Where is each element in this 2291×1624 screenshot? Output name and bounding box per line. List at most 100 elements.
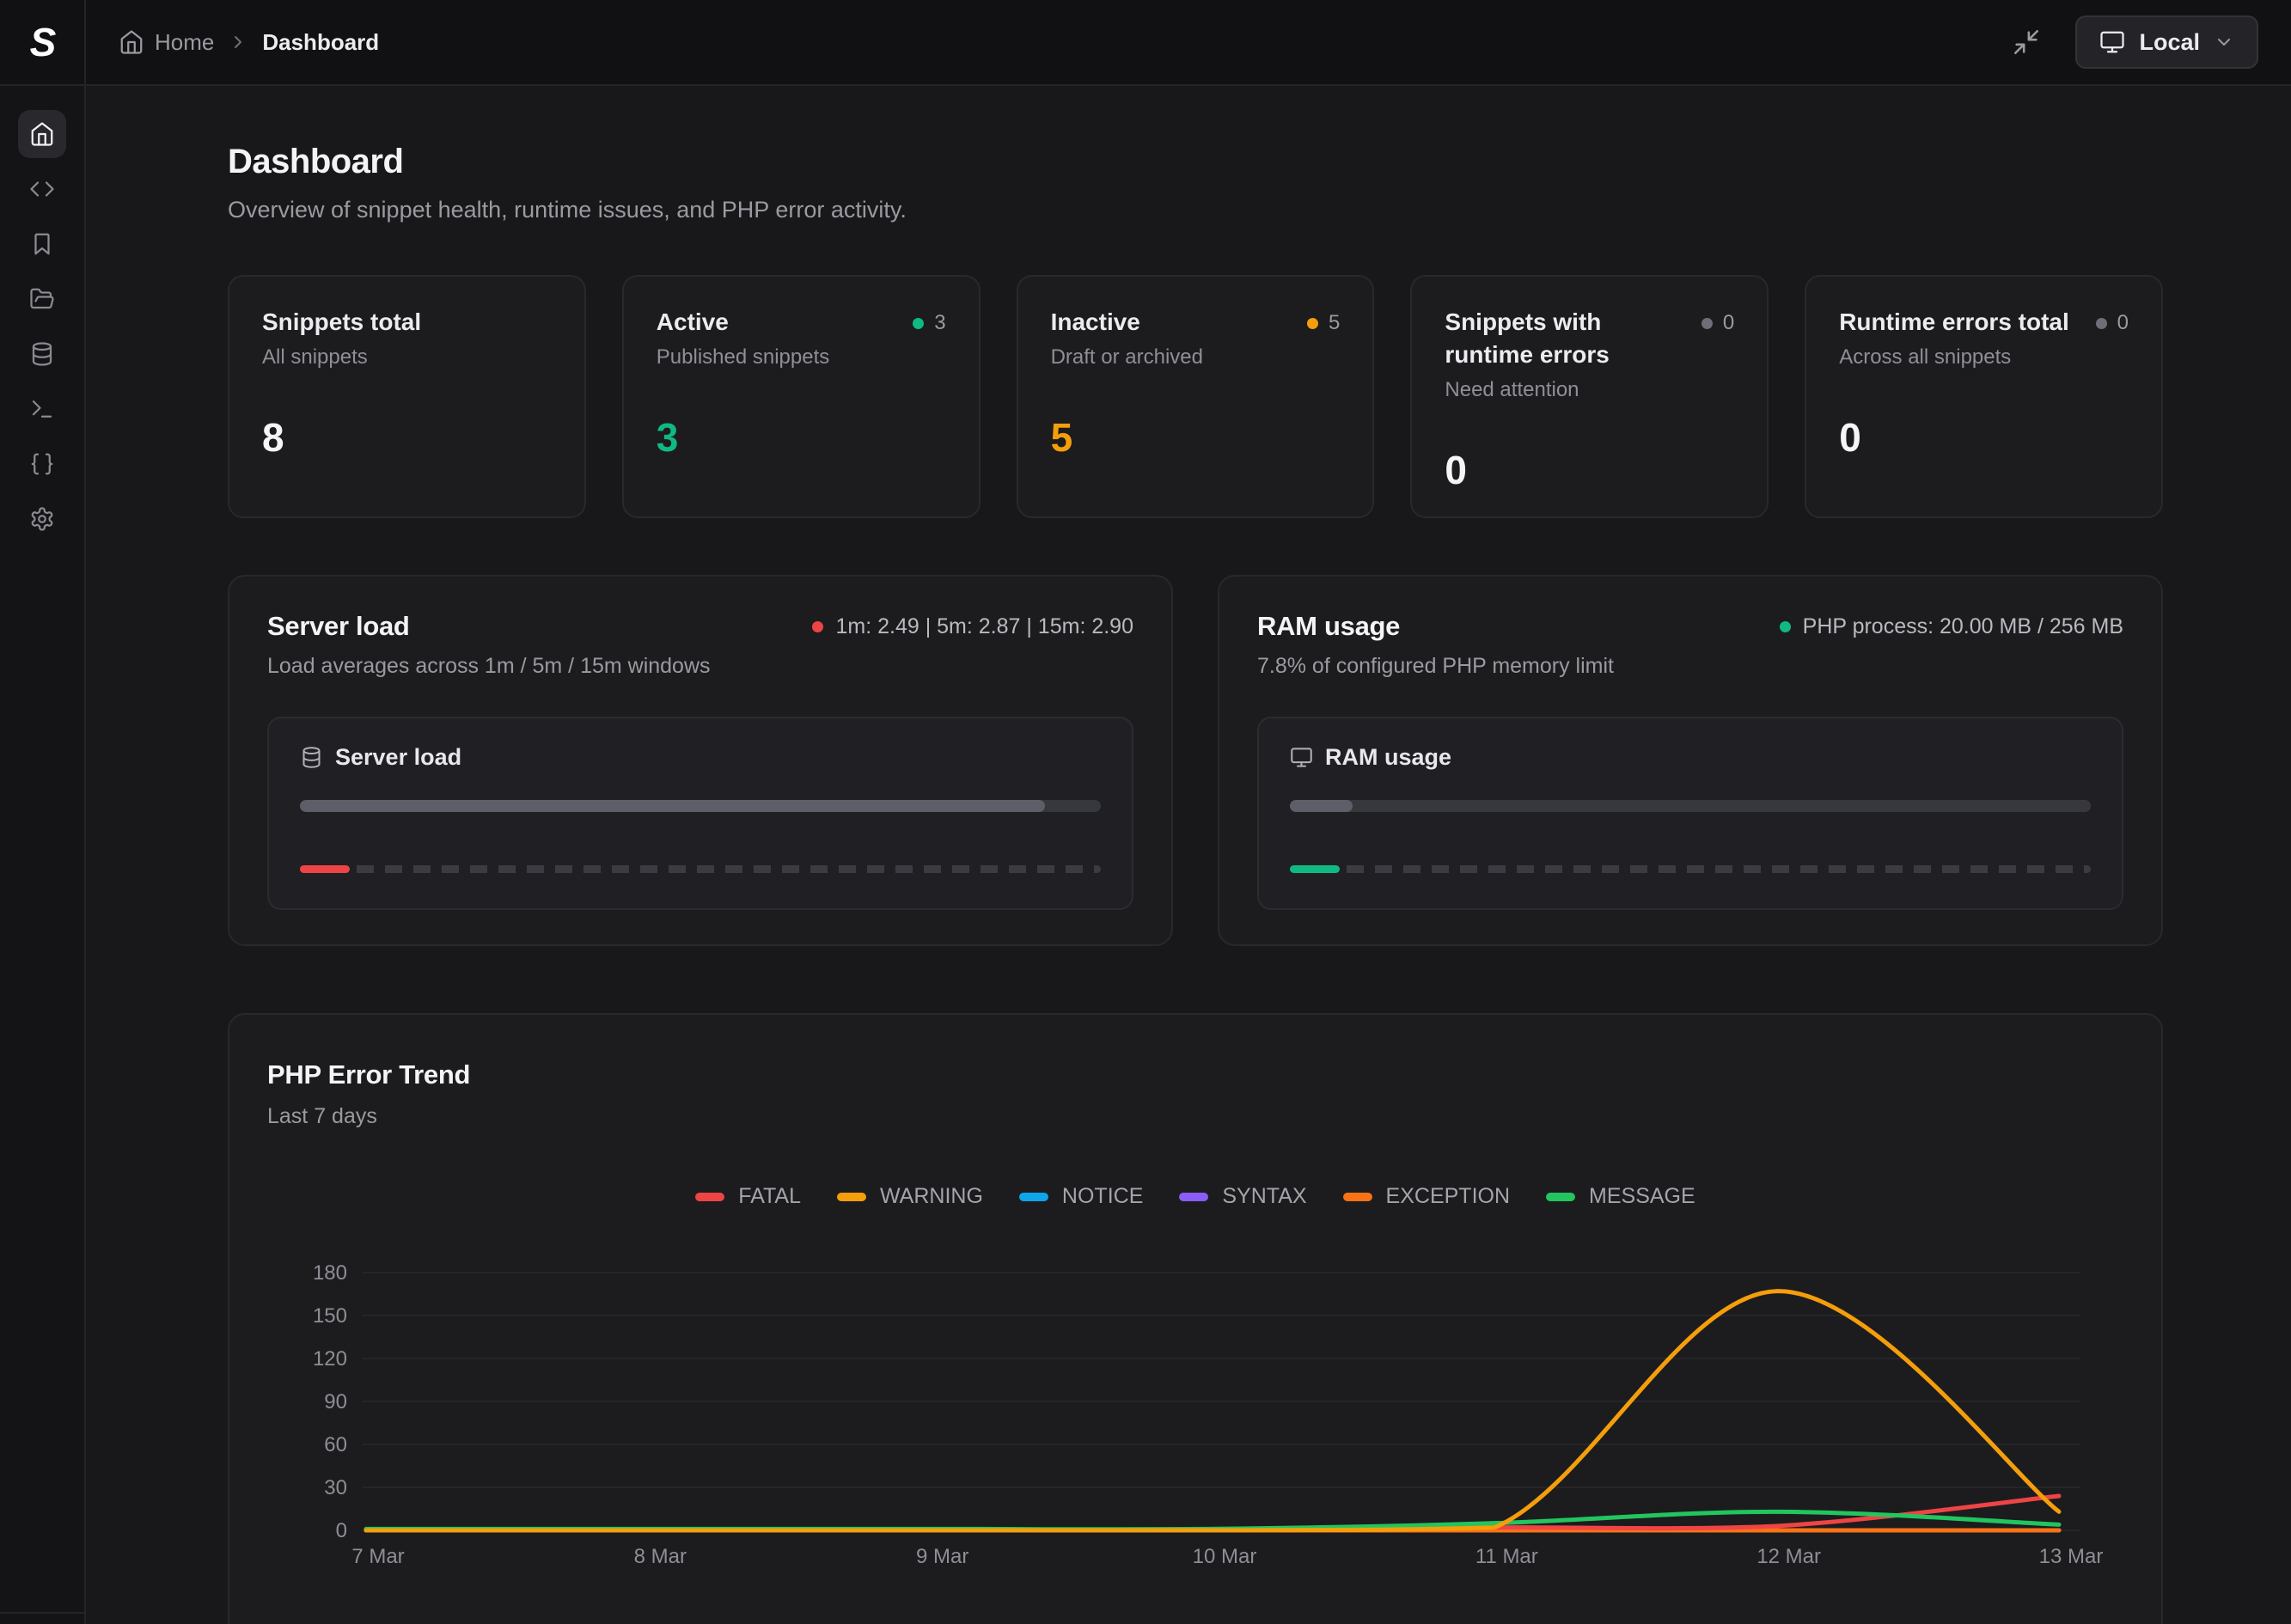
database-icon xyxy=(300,746,323,769)
ram-usage-progress-fill xyxy=(1290,800,1353,812)
folder-open-icon xyxy=(29,286,55,312)
stat-badge: 5 xyxy=(1307,311,1340,335)
ram-usage-sparkline xyxy=(1290,865,2091,873)
stat-card: Active 3 Published snippets 3 xyxy=(621,275,981,518)
sidebar-item-snippets[interactable] xyxy=(18,165,66,213)
page-subtitle: Overview of snippet health, runtime issu… xyxy=(228,197,907,223)
legend-label: NOTICE xyxy=(1061,1184,1144,1208)
page-title: Dashboard xyxy=(228,143,404,180)
breadcrumb: Home Dashboard xyxy=(119,29,379,56)
stat-badge: 0 xyxy=(2095,311,2129,335)
legend-swatch xyxy=(1342,1192,1372,1201)
stat-value: 5 xyxy=(1050,415,1073,460)
legend-item-fatal[interactable]: FATAL xyxy=(695,1184,801,1209)
chart-title: PHP Error Trend xyxy=(267,1059,471,1090)
breadcrumb-current: Dashboard xyxy=(262,28,380,55)
server-load-status-text: 1m: 2.49 | 5m: 2.87 | 15m: 2.90 xyxy=(835,614,1133,638)
topbar: S Home Dashboard Local xyxy=(0,0,2291,86)
legend-swatch xyxy=(1018,1192,1048,1201)
svg-text:60: 60 xyxy=(324,1433,347,1456)
breadcrumb-home-link[interactable]: Home xyxy=(119,29,214,56)
sidebar-item-database[interactable] xyxy=(18,330,66,378)
status-dot xyxy=(1701,317,1713,329)
stat-title: Snippets total xyxy=(262,308,422,335)
breadcrumb-home-label: Home xyxy=(155,28,215,55)
home-icon xyxy=(29,121,55,147)
ram-usage-marker xyxy=(1290,865,1340,873)
gear-icon xyxy=(29,506,55,532)
stat-badge-count: 0 xyxy=(1722,311,1735,334)
sidebar-item-home[interactable] xyxy=(18,110,66,158)
server-load-progress xyxy=(300,800,1101,812)
home-icon xyxy=(119,29,144,55)
stat-card: Snippets with runtime errors 0 Need atte… xyxy=(1410,275,1769,518)
stat-title: Runtime errors total xyxy=(1839,308,2069,335)
monitors-row: Server load 1m: 2.49 | 5m: 2.87 | 15m: 2… xyxy=(228,575,2163,946)
legend-item-exception[interactable]: EXCEPTION xyxy=(1342,1184,1510,1209)
chart-subtitle: Last 7 days xyxy=(267,1104,377,1128)
stat-title: Inactive xyxy=(1050,308,1140,335)
legend-label: MESSAGE xyxy=(1589,1184,1695,1208)
stat-value: 0 xyxy=(1445,448,1467,492)
legend-item-notice[interactable]: NOTICE xyxy=(1018,1184,1144,1209)
ram-usage-subtitle: 7.8% of configured PHP memory limit xyxy=(1257,654,1614,678)
sidebar-item-terminal[interactable] xyxy=(18,385,66,433)
ram-usage-title: RAM usage xyxy=(1257,611,1401,641)
server-load-sparkline xyxy=(300,865,1101,873)
stats-row: Snippets total All snippets 8 Active 3 xyxy=(228,275,2163,518)
collapse-icon[interactable] xyxy=(2012,27,2041,57)
legend-item-syntax[interactable]: SYNTAX xyxy=(1179,1184,1307,1209)
legend-label: WARNING xyxy=(880,1184,983,1208)
php-error-chart: 0 30 60 90 120 150 180 7 Mar 8 Mar 9 Mar 10 Mar 11 … xyxy=(313,1261,2104,1568)
app-logo[interactable]: S xyxy=(0,0,86,84)
svg-text:30: 30 xyxy=(324,1476,347,1499)
main-content: Dashboard Overview of snippet health, ru… xyxy=(86,86,2291,1624)
sidebar-item-variables[interactable] xyxy=(18,440,66,488)
svg-text:150: 150 xyxy=(313,1304,347,1328)
stat-card: Runtime errors total 0 Across all snippe… xyxy=(1805,275,2163,518)
server-load-progress-fill xyxy=(300,800,1045,812)
stat-card: Snippets total All snippets 8 xyxy=(228,275,586,518)
monitor-icon xyxy=(1290,746,1313,769)
ram-usage-status: PHP process: 20.00 MB / 256 MB xyxy=(1779,614,2123,639)
chart-legend: FATAL WARNING NOTICE SYNTAX EXCEPTION MESSAGE xyxy=(267,1184,2123,1209)
stat-badge: 3 xyxy=(913,311,946,335)
sidebar-item-bookmarks[interactable] xyxy=(18,220,66,268)
stat-card: Inactive 5 Draft or archived 5 xyxy=(1016,275,1375,518)
stat-title: Snippets with runtime errors xyxy=(1445,308,1610,368)
svg-text:12 Mar: 12 Mar xyxy=(1756,1545,1821,1568)
legend-item-message[interactable]: MESSAGE xyxy=(1546,1184,1695,1209)
sidebar-item-folders[interactable] xyxy=(18,275,66,323)
svg-text:10 Mar: 10 Mar xyxy=(1193,1545,1257,1568)
stat-badge-count: 0 xyxy=(2117,311,2129,334)
legend-label: FATAL xyxy=(738,1184,802,1208)
chevron-right-icon xyxy=(228,32,248,52)
stat-value: 0 xyxy=(1839,415,1861,460)
environment-button[interactable]: Local xyxy=(2075,15,2258,69)
svg-text:8 Mar: 8 Mar xyxy=(634,1545,687,1568)
legend-swatch xyxy=(1546,1192,1576,1201)
stat-badge: 0 xyxy=(1701,311,1734,335)
braces-icon xyxy=(29,451,55,477)
stat-title: Active xyxy=(656,308,729,335)
legend-item-warning[interactable]: WARNING xyxy=(837,1184,983,1209)
svg-text:11 Mar: 11 Mar xyxy=(1475,1545,1538,1568)
terminal-icon xyxy=(29,396,55,422)
stat-subtitle: Draft or archived xyxy=(1050,345,1203,369)
database-icon xyxy=(29,341,55,367)
code-icon xyxy=(29,176,55,202)
svg-text:13 Mar: 13 Mar xyxy=(2039,1545,2104,1568)
ram-usage-status-text: PHP process: 20.00 MB / 256 MB xyxy=(1802,614,2123,638)
server-load-status: 1m: 2.49 | 5m: 2.87 | 15m: 2.90 xyxy=(812,614,1133,639)
status-dot xyxy=(913,317,925,329)
ram-usage-panel-label: RAM usage xyxy=(1325,744,1452,770)
server-load-subtitle: Load averages across 1m / 5m / 15m windo… xyxy=(267,654,711,678)
server-load-panel-label: Server load xyxy=(335,744,462,770)
legend-swatch xyxy=(837,1192,867,1201)
sidebar xyxy=(0,86,86,1624)
stat-subtitle: All snippets xyxy=(262,345,368,369)
legend-swatch xyxy=(695,1192,725,1201)
sidebar-item-settings[interactable] xyxy=(18,495,66,543)
stat-value: 8 xyxy=(262,415,284,460)
ram-usage-progress xyxy=(1290,800,2091,812)
